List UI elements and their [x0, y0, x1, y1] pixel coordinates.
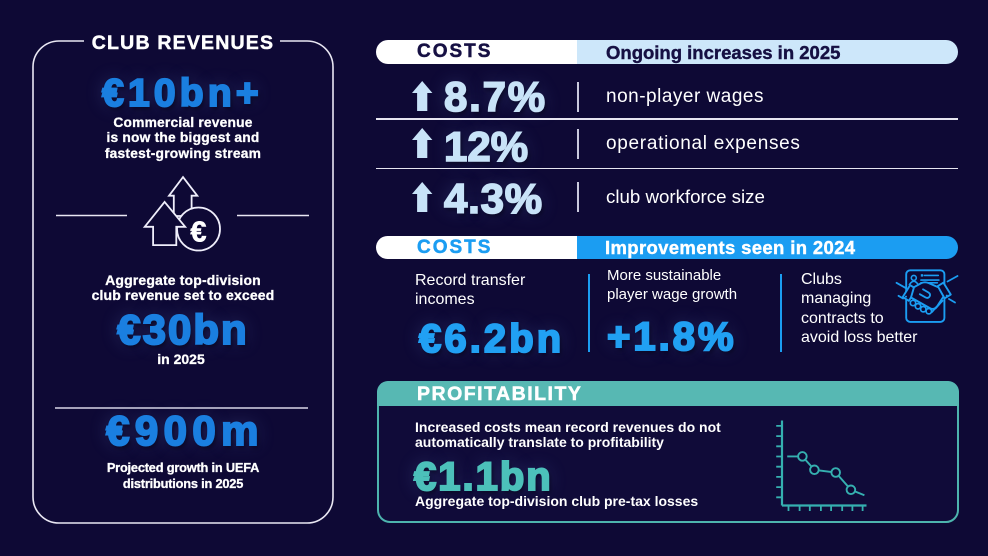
svg-text:€: €: [190, 217, 206, 249]
